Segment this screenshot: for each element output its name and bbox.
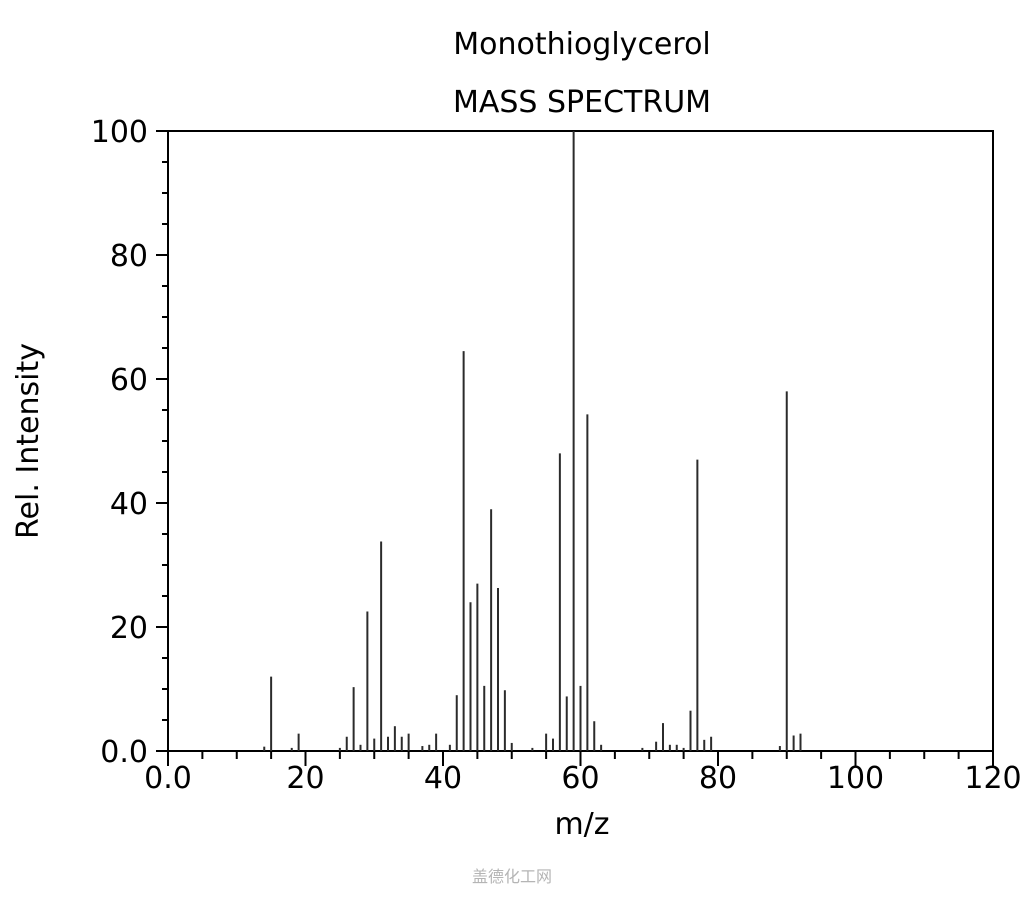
y-tick-label: 80 xyxy=(110,239,148,274)
y-axis-label: Rel. Intensity xyxy=(11,343,46,539)
x-tick-label: 0.0 xyxy=(144,761,192,796)
y-tick-label: 40 xyxy=(110,487,148,522)
y-axis: 0.0 20 40 60 80 100 xyxy=(91,115,168,770)
chart-title: Monothioglycerol xyxy=(453,27,711,62)
x-tick-label: 20 xyxy=(286,761,324,796)
x-tick-label: 60 xyxy=(561,761,599,796)
chart-subtitle: MASS SPECTRUM xyxy=(453,85,711,120)
x-axis: 0.0 20 40 60 80 100 120 xyxy=(144,751,1022,796)
y-tick-label: 20 xyxy=(110,611,148,646)
x-tick-label: 40 xyxy=(424,761,462,796)
y-tick-label: 0.0 xyxy=(100,735,148,770)
y-tick-label: 100 xyxy=(91,115,148,150)
bar-series xyxy=(263,131,802,751)
y-tick-label: 60 xyxy=(110,363,148,398)
x-tick-label: 80 xyxy=(699,761,737,796)
x-axis-label: m/z xyxy=(554,807,609,842)
x-tick-label: 100 xyxy=(827,761,884,796)
x-tick-label: 120 xyxy=(964,761,1021,796)
watermark: 盖德化工网 xyxy=(472,867,552,886)
plot-frame xyxy=(167,130,994,752)
